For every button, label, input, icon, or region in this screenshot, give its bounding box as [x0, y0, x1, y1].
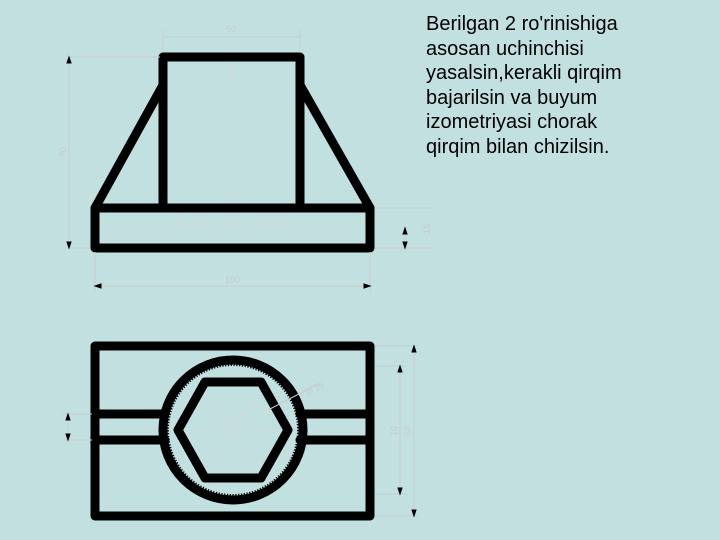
task-text-line: bajarilsin va buyum	[426, 86, 598, 109]
front-view	[90, 40, 375, 253]
dim-base-width: 100	[225, 275, 240, 285]
top-view-construction-lines	[88, 340, 380, 520]
dim-base-thickness: 15	[422, 224, 432, 234]
task-text-line: qirqim bilan chizilsin.	[426, 135, 610, 158]
task-text-line: izometriyasi chorak	[426, 111, 598, 134]
top-view	[88, 340, 380, 521]
front-view-construction-lines	[98, 40, 368, 250]
dim-depth-total: 60	[403, 426, 413, 436]
task-text-line: yasalsin,kerakli qirqim	[426, 62, 622, 85]
task-text-line: Berilgan 2 ro'rinishiga	[426, 13, 618, 35]
dim-depth-inner: 10	[389, 426, 399, 436]
top-view-outline	[90, 341, 375, 521]
front-view-dimensions: 50 70 15 100	[58, 24, 432, 292]
dim-top-width: 50	[226, 24, 236, 34]
top-view-dimensions: Ø 25 10 60	[62, 344, 418, 518]
task-text-line: asosan uchinchisi	[426, 37, 584, 60]
dim-height: 70	[58, 147, 68, 157]
front-view-outline	[90, 52, 375, 253]
task-text: Berilgan 2 ro'rinishiga asosan uchinchis…	[426, 12, 716, 160]
dim-hex-size: Ø 25	[304, 380, 326, 398]
